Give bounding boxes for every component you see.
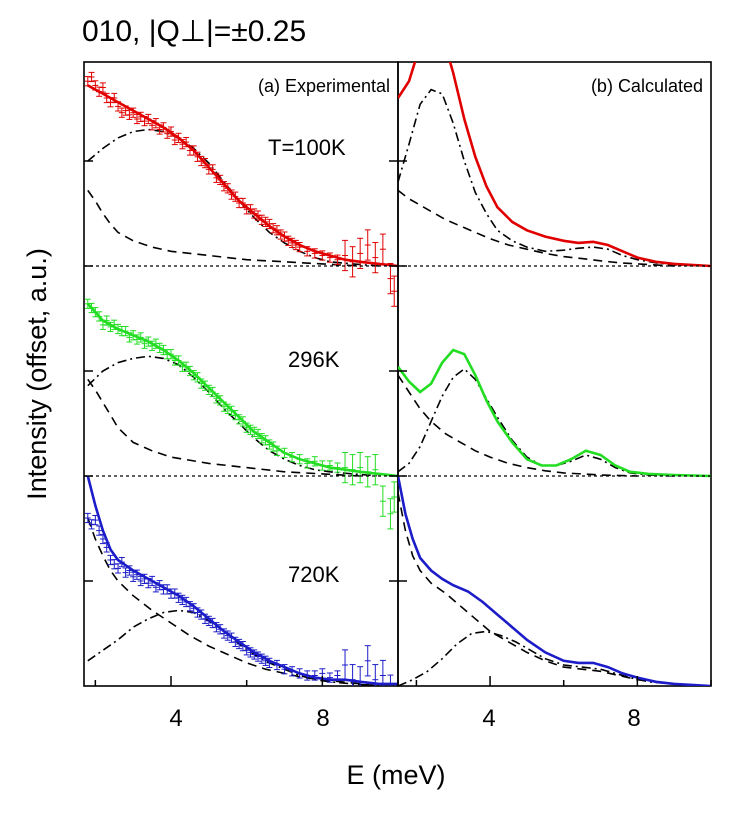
- data-point: [387, 262, 394, 295]
- x-tick-label: 8: [627, 705, 640, 732]
- data-point: [387, 498, 394, 530]
- data-point: [118, 107, 125, 118]
- panel-a-title: (a) Experimental: [258, 76, 390, 96]
- fit-line: [86, 302, 398, 478]
- component-dash-line: [87, 517, 380, 686]
- data-point: [379, 659, 386, 686]
- data-point: [372, 454, 379, 486]
- data-point: [342, 451, 349, 484]
- data-point: [391, 275, 398, 307]
- panel-plot-area: [398, 62, 711, 686]
- data-point: [96, 525, 103, 536]
- panel-b-frame: [397, 61, 712, 687]
- fit-line: [398, 475, 711, 686]
- data-point: [342, 239, 349, 272]
- data-point: [379, 485, 386, 517]
- temp-label-100k: T=100K: [268, 135, 346, 160]
- temp-label-296k: 296K: [288, 347, 340, 372]
- fit-line: [86, 475, 398, 686]
- data-point: [391, 481, 398, 513]
- data-point: [357, 451, 364, 484]
- panel-a-frame: [83, 61, 399, 687]
- x-axis-label: E (meV): [346, 760, 445, 790]
- data-point: [372, 664, 379, 686]
- data-point: [99, 82, 106, 93]
- data-point: [88, 71, 95, 83]
- data-point: [364, 645, 371, 677]
- panel-b: (b) Calculated 4 8: [397, 61, 712, 732]
- data-point: [364, 229, 371, 261]
- data-point: [115, 563, 122, 574]
- panel-a-data: [84, 71, 398, 686]
- component-dashdot-line: [398, 367, 675, 477]
- figure-title: 010, |Q⊥|=±0.25: [82, 15, 306, 48]
- panel-plot-area: [84, 71, 398, 686]
- panel-a: (a) Experimental T=100K 296K 720K 4 8: [83, 61, 399, 732]
- data-point: [133, 113, 140, 125]
- component-dashdot-line: [398, 88, 711, 267]
- component-dashdot-line: [87, 609, 380, 686]
- component-dash-line: [398, 492, 711, 686]
- data-point: [387, 674, 394, 686]
- data-point: [342, 649, 349, 681]
- y-axis-label: Intensity (offset, a.u.): [22, 248, 52, 500]
- temp-label-720k: 720K: [288, 562, 340, 587]
- panel-b-title: (b) Calculated: [591, 76, 703, 96]
- data-point: [281, 664, 288, 675]
- data-point: [122, 567, 129, 578]
- component-dashdot-line: [398, 630, 711, 686]
- fit-line: [398, 348, 711, 478]
- component-dash-line: [398, 374, 638, 477]
- panel-b-data: [398, 62, 711, 686]
- fit-line: [398, 62, 711, 268]
- fit-line: [87, 84, 398, 268]
- data-point: [137, 575, 144, 587]
- data-point: [126, 109, 133, 120]
- axis-ticks: [84, 160, 712, 686]
- component-dash-line: [87, 378, 361, 477]
- data-point: [372, 241, 379, 274]
- x-tick-label: 4: [482, 705, 495, 732]
- data-point: [130, 571, 137, 582]
- component-dash-line: [398, 189, 675, 267]
- data-point: [84, 512, 91, 524]
- data-point: [311, 670, 318, 681]
- x-tick-label: 8: [316, 705, 329, 732]
- component-dashdot-line: [87, 355, 380, 477]
- data-point: [379, 233, 386, 265]
- data-point: [357, 237, 364, 270]
- component-dash-line: [87, 189, 361, 267]
- x-tick-label: 4: [169, 705, 182, 732]
